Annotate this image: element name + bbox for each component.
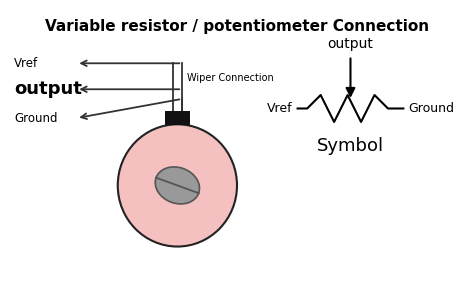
Text: Vref: Vref [14,57,38,70]
Text: Ground: Ground [408,102,454,115]
Text: Wiper Connection: Wiper Connection [187,74,274,84]
Text: Vref: Vref [267,102,293,115]
Text: output: output [14,80,82,98]
Text: Variable resistor / potentiometer Connection: Variable resistor / potentiometer Connec… [45,19,429,34]
Ellipse shape [118,124,237,246]
Text: Symbol: Symbol [317,137,384,155]
Bar [165,111,190,125]
Text: Ground: Ground [14,112,57,125]
Ellipse shape [155,167,200,204]
Text: output: output [328,37,374,51]
